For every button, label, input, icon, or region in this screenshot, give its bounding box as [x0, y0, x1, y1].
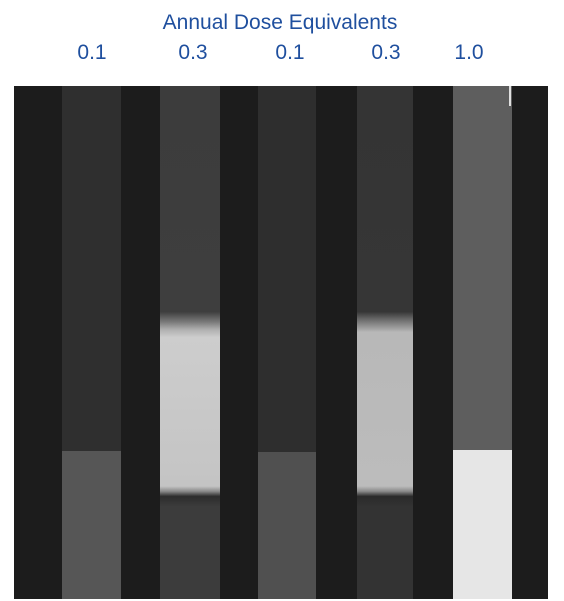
- title: Annual Dose Equivalents: [163, 11, 398, 34]
- dose-label: 0.1: [275, 41, 304, 64]
- film-strip: [62, 86, 121, 451]
- dose-label: 0.1: [77, 41, 106, 64]
- dose-label: 0.3: [178, 41, 207, 64]
- film-artifact: [509, 86, 511, 106]
- dose-label: 1.0: [454, 41, 483, 64]
- figure: Annual Dose Equivalents 0.1 0.3 0.1 0.3 …: [0, 0, 564, 601]
- film-strip: [357, 86, 413, 599]
- film-strip: [258, 452, 316, 599]
- film-strip: [62, 451, 121, 599]
- film-strip: [160, 86, 220, 599]
- film-strip: [258, 86, 316, 452]
- film-strip: [453, 450, 512, 599]
- page: Annual Dose Equivalents 0.1 0.3 0.1 0.3 …: [0, 0, 564, 601]
- film-strip: [453, 86, 512, 450]
- film-image: [14, 86, 548, 599]
- dose-label: 0.3: [371, 41, 400, 64]
